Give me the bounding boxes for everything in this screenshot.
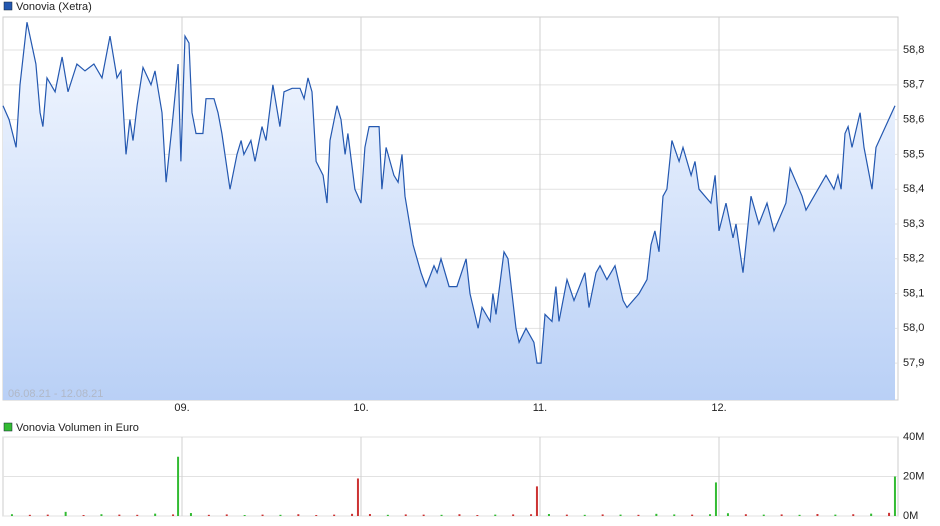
volume-bar xyxy=(297,514,300,516)
y-tick-label: 58,6 xyxy=(903,114,924,126)
y-tick-label: 58,1 xyxy=(903,287,924,299)
volume-bar xyxy=(535,486,538,516)
volume-bar xyxy=(46,514,49,516)
volume-bar xyxy=(422,514,425,516)
x-tick-label: 11. xyxy=(533,402,547,414)
volume-bar xyxy=(368,514,371,516)
volume-bar xyxy=(189,513,192,516)
volume-bar xyxy=(64,511,67,516)
volume-bar xyxy=(404,514,407,516)
volume-bar xyxy=(583,514,586,516)
volume-bar xyxy=(315,515,318,516)
volume-bar xyxy=(673,514,676,516)
volume-bar xyxy=(356,478,359,516)
volume-bar xyxy=(333,514,336,516)
volume-bar xyxy=(28,514,31,516)
legend-swatch xyxy=(3,422,13,432)
y-tick-label: 58,0 xyxy=(903,322,924,334)
volume-bar xyxy=(893,476,896,516)
volume-bar xyxy=(279,514,282,516)
volume-bar xyxy=(709,514,712,516)
volume-bar xyxy=(207,514,210,516)
volume-bar xyxy=(100,514,103,516)
volume-bar xyxy=(762,514,765,516)
volume-bar xyxy=(888,512,891,516)
volume-bar xyxy=(494,514,497,516)
volume-bar xyxy=(10,514,13,516)
legend-label: Vonovia Volumen in Euro xyxy=(16,422,139,434)
y-tick-label: 58,5 xyxy=(903,148,924,160)
volume-bar xyxy=(714,482,717,516)
volume-bar xyxy=(136,514,139,516)
legend-swatch xyxy=(3,1,13,11)
x-tick-label: 09. xyxy=(174,402,189,414)
volume-bar xyxy=(476,515,479,516)
y-tick-label: 58,7 xyxy=(903,79,924,91)
price-line xyxy=(2,22,896,364)
y-tick-label: 57,9 xyxy=(903,357,924,369)
volume-bar xyxy=(655,513,658,516)
y-tick-label: 58,2 xyxy=(903,253,924,265)
volume-bar xyxy=(512,514,515,516)
volume-bar xyxy=(726,513,729,516)
volume-bar xyxy=(547,514,550,516)
volume-bar xyxy=(780,514,783,516)
x-tick-label: 10. xyxy=(353,402,368,414)
volume-bar xyxy=(619,514,622,516)
price-area xyxy=(3,22,895,400)
volume-bar xyxy=(82,515,85,516)
volume-bar xyxy=(744,514,747,516)
volume-bar xyxy=(154,513,157,516)
volume-bar xyxy=(351,513,354,516)
volume-bar xyxy=(691,514,694,516)
volume-bar xyxy=(816,514,819,516)
date-range: 06.08.21 - 12.08.21 xyxy=(8,388,103,400)
volume-bar xyxy=(852,514,855,516)
volume-bar xyxy=(386,514,389,516)
volume-bar xyxy=(601,514,604,516)
volume-bar xyxy=(565,514,568,516)
y-tick-label: 20M xyxy=(903,470,924,482)
volume-bar xyxy=(637,514,640,516)
volume-bar xyxy=(261,514,264,516)
x-tick-label: 12. xyxy=(711,402,726,414)
volume-bar xyxy=(225,514,228,516)
volume-bar xyxy=(798,514,801,516)
volume-bar xyxy=(243,515,246,516)
volume-bar xyxy=(440,514,443,516)
y-tick-label: 58,8 xyxy=(903,44,924,56)
y-tick-label: 58,3 xyxy=(903,218,924,230)
y-tick-label: 58,4 xyxy=(903,183,924,195)
volume-bar xyxy=(118,514,121,516)
volume-bar xyxy=(530,514,533,516)
legend-label: Vonovia (Xetra) xyxy=(16,1,92,13)
volume-bar xyxy=(177,456,180,516)
y-tick-label: 40M xyxy=(903,431,924,443)
volume-bar xyxy=(870,513,873,516)
volume-bar xyxy=(458,514,461,516)
volume-bar xyxy=(834,514,837,516)
volume-bar xyxy=(172,514,175,516)
y-tick-label: 0M xyxy=(903,510,918,522)
